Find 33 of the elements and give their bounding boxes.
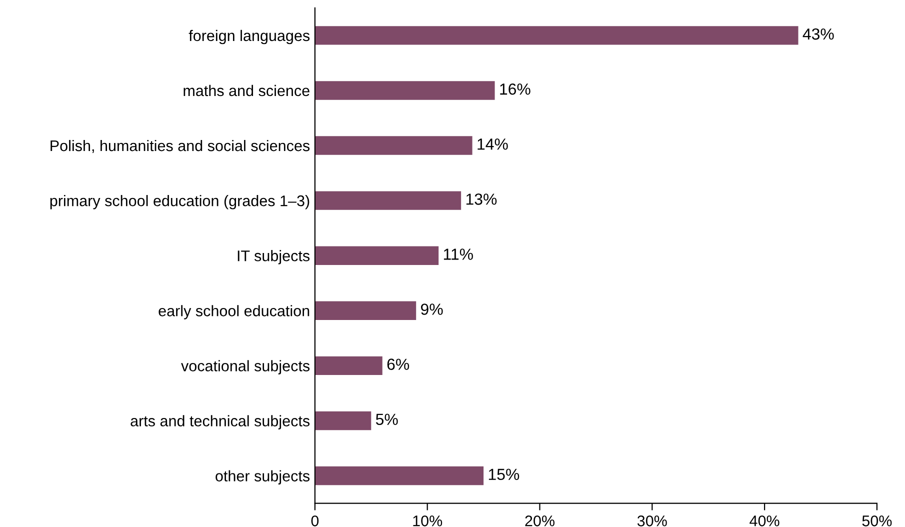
y-tick-label: foreign languages — [188, 30, 310, 44]
bar — [314, 301, 416, 320]
y-tick-label: IT subjects — [238, 250, 310, 264]
bar — [314, 191, 462, 210]
x-tick-label: 20% — [525, 515, 554, 526]
x-tick-label: 40% — [750, 515, 780, 526]
data-label: 14% — [478, 138, 508, 150]
bar — [314, 466, 484, 486]
x-tick-label: 10% — [413, 515, 442, 526]
data-label: 15% — [488, 468, 520, 480]
x-tick-label: 30% — [637, 515, 667, 526]
bar — [314, 26, 798, 45]
data-label: 43% — [802, 28, 834, 40]
bar — [314, 136, 472, 155]
y-tick-label: other subjects — [216, 470, 310, 484]
data-label: 13% — [466, 194, 497, 205]
x-tick-label: 50% — [862, 515, 892, 526]
bar — [314, 81, 495, 100]
data-label: 9% — [421, 304, 443, 315]
x-tick-label: 0 — [311, 515, 319, 526]
y-tick-label: vocational subjects — [181, 360, 310, 374]
y-tick-label: early school education — [158, 305, 310, 320]
data-label: 6% — [387, 358, 410, 370]
data-label: 11% — [444, 248, 473, 260]
data-label: 16% — [500, 83, 530, 95]
bar — [314, 356, 382, 376]
y-tick-label: primary school education (grades 1–3) — [50, 195, 310, 210]
bar — [314, 246, 439, 265]
y-tick-label: Polish, humanities and social sciences — [50, 140, 310, 153]
y-tick-label: arts and technical subjects — [130, 415, 310, 430]
data-label: 5% — [376, 414, 398, 426]
bar — [314, 411, 372, 430]
y-tick-label: maths and science — [184, 84, 310, 96]
